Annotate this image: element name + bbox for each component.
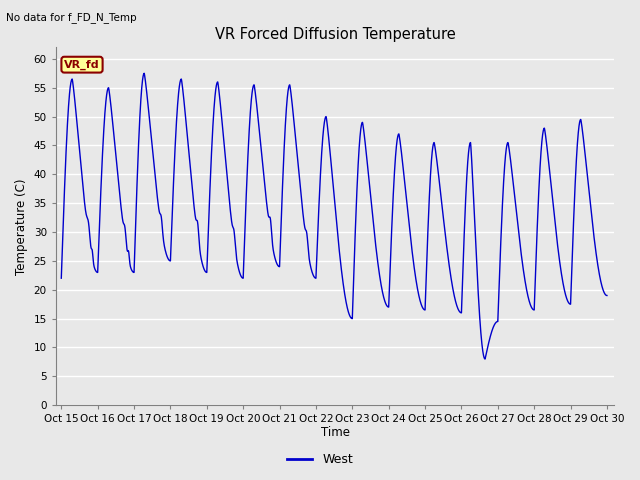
X-axis label: Time: Time [321, 426, 349, 439]
Text: VR_fd: VR_fd [64, 60, 100, 70]
Legend: West: West [282, 448, 358, 471]
Title: VR Forced Diffusion Temperature: VR Forced Diffusion Temperature [214, 27, 456, 42]
Y-axis label: Temperature (C): Temperature (C) [15, 178, 28, 275]
Text: No data for f_FD_N_Temp: No data for f_FD_N_Temp [6, 12, 137, 23]
